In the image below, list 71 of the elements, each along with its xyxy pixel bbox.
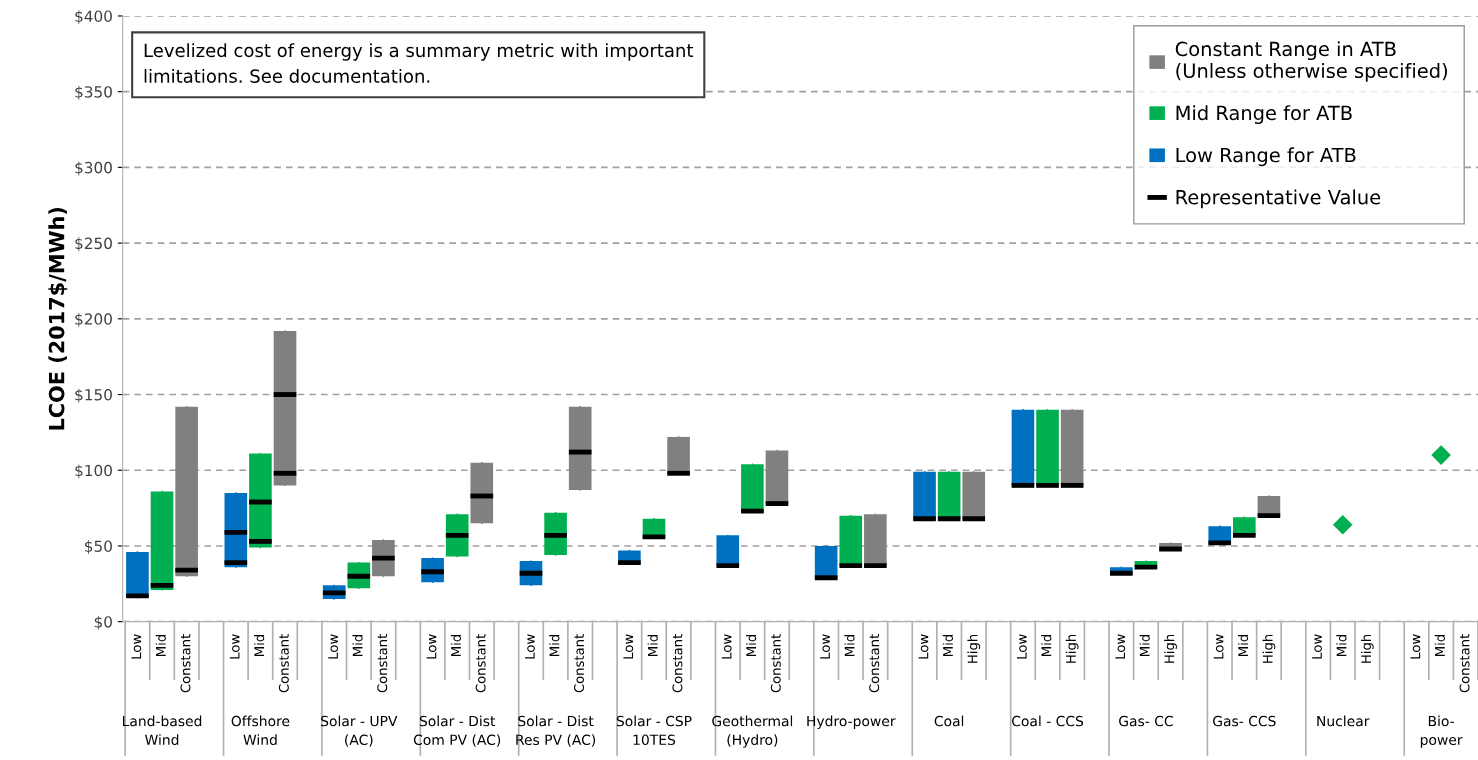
x-tick-label: Mid [844,634,855,656]
x-tick-label: High [1164,634,1177,663]
x-tick-label: Low [1410,634,1421,659]
legend-label: Mid Range for ATB [1176,105,1352,124]
text: Gas- CCS [1213,715,1276,727]
y-tick-label: $100 [75,464,112,479]
x-tick-label: Mid [1139,634,1150,656]
x-tick-label: Constant [180,634,191,693]
x-tick-label: Mid [1434,634,1445,656]
text: Gas- CC [1119,715,1173,727]
text: Bio- power [1420,715,1463,748]
x-tick-label: Mid [450,634,462,656]
x-tick-label: Low [820,634,830,659]
text: Coal [934,715,964,727]
text: Coal - CCS [1012,715,1084,727]
x-tick-label: Mid [1336,634,1347,656]
x-tick-label: Mid [155,634,166,656]
x-tick-label: Low [1312,634,1322,659]
x-tick-label: Mid [549,634,560,656]
x-tick-label: Constant [377,634,388,693]
x-tick-label: Low [918,634,929,659]
legend-label: Constant Range in ATB (Unless otherwise specified) [1175,41,1447,82]
x-tick-label: High [1360,634,1374,663]
x-tick-label: Low [623,634,634,659]
text: Solar - CSP 10TES [616,715,692,746]
text: Solar - UPV (AC) [321,715,398,747]
x-tick-label: Low [721,634,732,659]
annotation: Levelized cost of energy is a summary metric with important limitations. See documentation. [144,43,694,83]
y-tick-label: $50 [85,540,112,555]
y-tick-label: $200 [75,313,112,327]
x-tick-label: Mid [1237,634,1249,656]
x-tick-label: Low [525,634,535,659]
x-tick-label: High [1065,634,1079,663]
x-tick-label: Low [426,634,437,659]
y-tick-label: $300 [75,161,112,176]
x-tick-label: Mid [352,634,363,656]
x-tick-label: Low [1115,634,1126,659]
text: Land-based Wind [122,715,202,746]
x-tick-label: Mid [647,634,658,656]
x-tick-label: Constant [770,634,781,693]
y-tick-label: $350 [75,85,112,100]
text: Solar - Dist Res PV (AC) [516,715,596,747]
legend-label: Low Range for ATB [1176,147,1356,167]
x-tick-label: Low [229,634,240,659]
y-axis-title: LCOE (2017$/MWh) [48,207,68,430]
x-tick-label: High [1262,634,1276,663]
x-tick-label: Constant [475,634,486,693]
x-tick-label: Low [328,634,339,659]
x-tick-label: Mid [745,634,757,656]
y-tick-label: $250 [75,237,112,252]
x-tick-label: Mid [942,634,953,656]
x-tick-label: Mid [254,634,265,656]
text: Solar - Dist Com PV (AC) [413,715,501,747]
x-tick-label: High [967,634,981,663]
x-tick-label: Mid [1041,634,1052,656]
text: Offshore Wind [231,715,290,746]
x-tick-label: Constant [1459,634,1470,693]
x-tick-label: Low [131,634,142,659]
x-tick-label: Constant [869,634,880,693]
text: Hydro-power [807,715,896,730]
text: Nuclear [1317,715,1370,727]
y-tick-label: $150 [75,388,112,403]
x-tick-label: Low [1213,634,1224,659]
legend-label: Representative Value [1176,189,1381,209]
x-tick-label: Low [1016,634,1027,659]
x-tick-label: Constant [672,634,683,693]
x-tick-label: Constant [574,634,585,693]
text: Geothermal (Hydro) [712,715,793,748]
y-tick-label: $0 [94,615,112,630]
x-tick-label: Constant [278,634,289,693]
y-tick-label: $400 [75,10,112,25]
